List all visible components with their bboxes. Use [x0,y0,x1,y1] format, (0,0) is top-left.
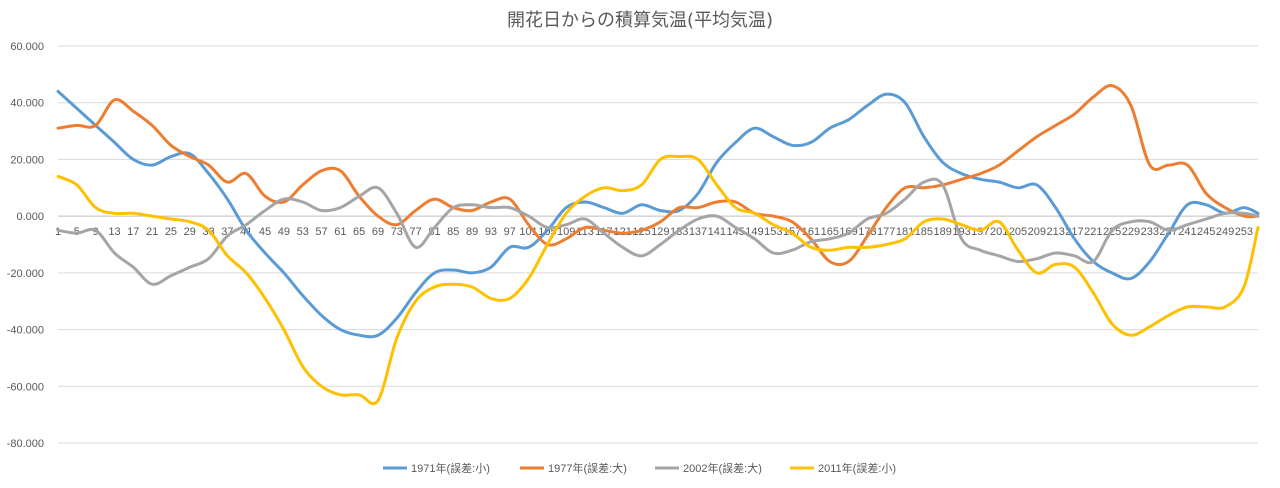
chart-title: 開花日からの積算気温(平均気温) [507,10,773,31]
x-tick-label: 177 [877,226,895,238]
x-tick-label: 21 [146,226,158,238]
y-axis-ticks: 60.000 40.000 20.000 0.000 -20.000 -40.000 -60… [7,41,44,450]
series-line-3 [56,177,1260,286]
legend: 1971年(誤差:小) 1977年(誤差:大) 2002年(誤差:大) 2011年(誤… [383,461,896,475]
y-tick-label: -20.000 [7,268,44,280]
x-tick-label: 213 [1046,226,1064,238]
x-tick-label: 221 [1084,226,1102,238]
x-tick-label: 141 [708,226,726,238]
x-tick-label: 97 [504,226,516,238]
x-tick-label: 229 [1122,226,1140,238]
series-line-2 [56,84,1260,267]
x-tick-label: 137 [689,226,707,238]
x-tick-label: 245 [1197,226,1215,238]
x-tick-label: 29 [184,226,196,238]
x-tick-label: 205 [1009,226,1027,238]
x-tick-label: 77 [410,226,422,238]
y-tick-label: 60.000 [10,41,44,53]
y-tick-label: 20.000 [10,154,44,166]
x-tick-label: 189 [934,226,952,238]
x-tick-label: 57 [315,226,327,238]
y-tick-label: 40.000 [10,98,44,110]
x-tick-label: 209 [1028,226,1046,238]
x-tick-label: 49 [278,226,290,238]
legend-label: 2011年(誤差:小) [818,461,896,475]
legend-label: 1977年(誤差:大) [548,461,627,475]
y-tick-label: -40.000 [7,325,44,337]
y-tick-label: 0.000 [16,211,44,223]
x-tick-label: 61 [334,226,346,238]
x-tick-label: 65 [353,226,365,238]
x-tick-label: 233 [1141,226,1159,238]
x-tick-label: 25 [165,226,177,238]
y-tick-label: -60.000 [7,381,44,393]
x-tick-label: 53 [297,226,309,238]
series-line-4 [56,154,1260,406]
x-tick-label: 249 [1216,226,1234,238]
x-tick-label: 73 [391,226,403,238]
x-tick-label: 241 [1178,226,1196,238]
x-tick-label: 1 [55,226,61,238]
legend-label: 2002年(誤差:大) [683,461,762,475]
x-tick-label: 129 [651,226,669,238]
x-tick-label: 85 [447,226,459,238]
x-tick-label: 9 [93,226,99,238]
x-tick-label: 253 [1235,226,1253,238]
x-tick-label: 201 [990,226,1008,238]
x-tick-label: 45 [259,226,271,238]
series-lines [56,84,1260,406]
x-tick-label: 13 [108,226,120,238]
x-tick-label: 153 [764,226,782,238]
series-line-1 [56,89,1260,339]
y-tick-label: -80.000 [7,438,44,450]
x-tick-label: 93 [485,226,497,238]
x-tick-label: 165 [821,226,839,238]
legend-label: 1971年(誤差:小) [411,461,490,475]
x-tick-label: 17 [127,226,139,238]
x-tick-label: 89 [466,226,478,238]
x-tick-label: 185 [915,226,933,238]
x-tick-label: 69 [372,226,384,238]
